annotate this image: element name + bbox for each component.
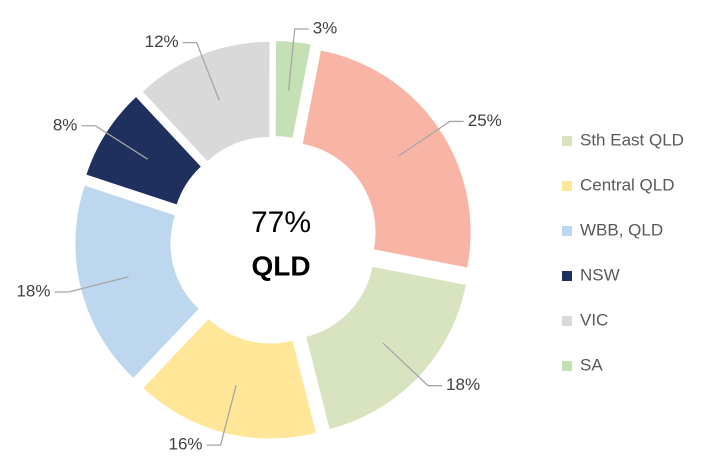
legend-label: NSW [580, 265, 620, 284]
leader-line [287, 28, 309, 91]
legend-label: Central QLD [580, 175, 674, 194]
slice [306, 266, 466, 429]
legend-label: Sth East QLD [580, 130, 684, 149]
leader-line [54, 276, 129, 293]
legend-label: WBB, QLD [580, 220, 663, 239]
legend-swatch [562, 226, 572, 236]
leader-line [382, 342, 443, 387]
data-label: 25% [468, 111, 502, 130]
legend-swatch [562, 136, 572, 146]
slice [302, 50, 471, 268]
legend-swatch [562, 316, 572, 326]
data-label: 18% [446, 375, 480, 394]
data-label: 8% [53, 115, 78, 134]
leader-line [206, 384, 237, 446]
data-label: 16% [169, 435, 203, 454]
data-label: 3% [313, 18, 338, 37]
legend-swatch [562, 181, 572, 191]
slice [275, 41, 311, 138]
slice [142, 41, 270, 162]
slice [86, 97, 201, 205]
center-value: 77% [251, 206, 311, 239]
data-label: 18% [16, 281, 50, 300]
slice [143, 318, 316, 439]
leader-line [182, 41, 220, 101]
legend-label: VIC [580, 310, 608, 329]
center-label: QLD [251, 250, 310, 281]
leader-line [81, 125, 148, 160]
leader-line [397, 120, 464, 157]
legend-label: SA [580, 355, 603, 374]
legend-swatch [562, 271, 572, 281]
data-label: 12% [145, 32, 179, 51]
legend-swatch [562, 361, 572, 371]
slice [75, 185, 199, 378]
